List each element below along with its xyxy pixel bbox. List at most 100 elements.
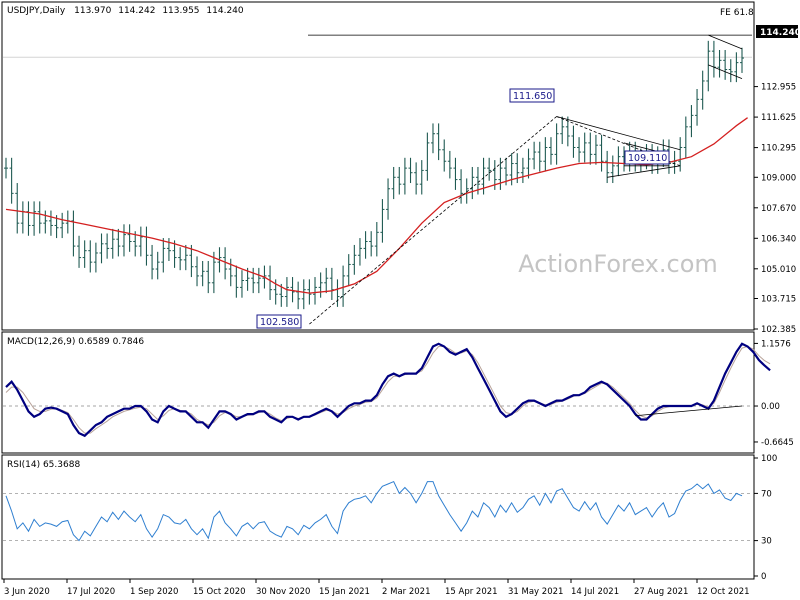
price-bar: [290, 277, 295, 303]
x-tick-label: 27 Aug 2021: [634, 587, 688, 597]
price-y-label: 107.670: [761, 204, 796, 214]
price-annotations: 111.650 109.110 102.580 FE 61.8: [256, 8, 754, 329]
price-bar: [228, 258, 233, 287]
price-bar: [150, 244, 155, 280]
rsi-y-axis: 100 70 30 0: [754, 454, 777, 582]
price-bar: [706, 40, 711, 92]
price-bar: [155, 251, 160, 280]
price-bar: [9, 157, 14, 204]
price-bar: [352, 244, 357, 275]
price-bar: [183, 244, 188, 271]
price-bar: [324, 267, 329, 294]
price-panel-frame: [1, 1, 755, 331]
macd-panel-frame: [1, 331, 755, 454]
macd-y-axis: 1.1576 0.00 -0.6645: [754, 339, 794, 448]
last-price-label: 114.240: [760, 28, 800, 38]
annotation-box-111650: [509, 88, 555, 103]
x-tick-label: 15 Jan 2021: [319, 587, 370, 597]
price-bar: [728, 59, 733, 83]
price-bar: [4, 157, 8, 179]
fe-channel-upper: [708, 34, 743, 50]
x-tick-label: 14 Jul 2021: [571, 587, 619, 597]
macd-trendline: [635, 405, 743, 417]
price-bar: [459, 169, 464, 204]
price-bar: [442, 139, 447, 172]
ohlc-close: 114.240: [206, 6, 243, 16]
price-bar: [234, 265, 239, 298]
price-bar: [43, 210, 48, 234]
price-bar: [268, 265, 273, 300]
price-bar: [593, 134, 598, 165]
price-bar: [88, 240, 93, 273]
annotation-102580: 102.580: [260, 317, 299, 328]
price-bar: [571, 125, 576, 158]
price-bar: [138, 226, 143, 257]
annotation-111650: 111.650: [513, 91, 552, 102]
price-bar: [683, 116, 688, 158]
price-y-label: 106.340: [761, 234, 796, 244]
price-bar: [537, 141, 542, 172]
rsi-line: [5, 480, 743, 542]
price-bar: [397, 166, 402, 195]
price-bar: [60, 212, 65, 239]
price-bar: [341, 265, 346, 307]
price-bar: [346, 254, 351, 287]
rsi-panel-frame: [1, 454, 755, 580]
price-y-label: 102.385: [761, 325, 796, 335]
price-y-label: 103.715: [761, 294, 796, 304]
price-bar: [380, 199, 385, 243]
price-bar: [178, 247, 183, 271]
ohlc-low: 113.955: [162, 6, 199, 16]
price-bar: [121, 224, 126, 257]
price-bar: [425, 132, 430, 181]
macd-y-label: 0.00: [761, 402, 780, 412]
price-bar: [700, 70, 705, 110]
price-bar: [48, 210, 53, 236]
price-bar: [211, 251, 216, 294]
price-bar: [318, 272, 323, 298]
price-bar: [93, 242, 98, 273]
ohlc-high: 114.242: [118, 6, 155, 16]
annotation-109110: 109.110: [628, 153, 667, 164]
price-bar: [695, 89, 700, 126]
annotation-box-109110: [624, 150, 670, 165]
rise-dashed-line: [309, 116, 557, 325]
price-bar: [740, 47, 744, 73]
price-bar: [414, 162, 419, 195]
annotation-box-102580: [256, 314, 302, 329]
price-bar: [20, 201, 25, 234]
rsi-y-label: 100: [761, 454, 777, 464]
price-bar: [65, 210, 70, 234]
rsi-y-label: 0: [761, 572, 766, 582]
price-bar: [487, 157, 492, 181]
price-bar: [386, 178, 391, 220]
rsi-y-label: 30: [761, 537, 772, 547]
price-bar: [610, 155, 615, 184]
price-bar: [520, 157, 525, 184]
price-bar: [71, 210, 76, 257]
price-bar: [200, 261, 205, 287]
macd-signal-line: [5, 345, 771, 434]
price-bar: [616, 146, 621, 177]
macd-y-label: 1.1576: [761, 339, 791, 349]
x-tick-label: 30 Nov 2020: [256, 587, 310, 597]
x-axis: 3 Jun 2020 17 Jul 2020 1 Sep 2020 15 Oct 20…: [3, 579, 750, 597]
price-y-label: 109.000: [761, 173, 796, 183]
price-bar: [436, 123, 441, 161]
price-bar: [301, 279, 306, 310]
price-y-label: 112.955: [761, 83, 796, 93]
price-bar: [144, 226, 149, 266]
price-bar: [369, 231, 374, 257]
rsi-series: [3, 480, 752, 542]
wedge-lower-line: [607, 165, 681, 178]
price-y-axis: 112.955 111.625 110.295 109.000 107.670 106.3…: [754, 83, 796, 335]
price-bar: [363, 231, 368, 259]
rsi-y-label: 70: [761, 489, 772, 499]
x-tick-label: 1 Sep 2020: [130, 587, 178, 597]
price-bar: [577, 137, 582, 163]
price-bar: [672, 150, 677, 174]
price-bar: [588, 132, 593, 165]
price-bar: [402, 157, 407, 195]
annotation-fe618: FE 61.8: [720, 8, 754, 18]
